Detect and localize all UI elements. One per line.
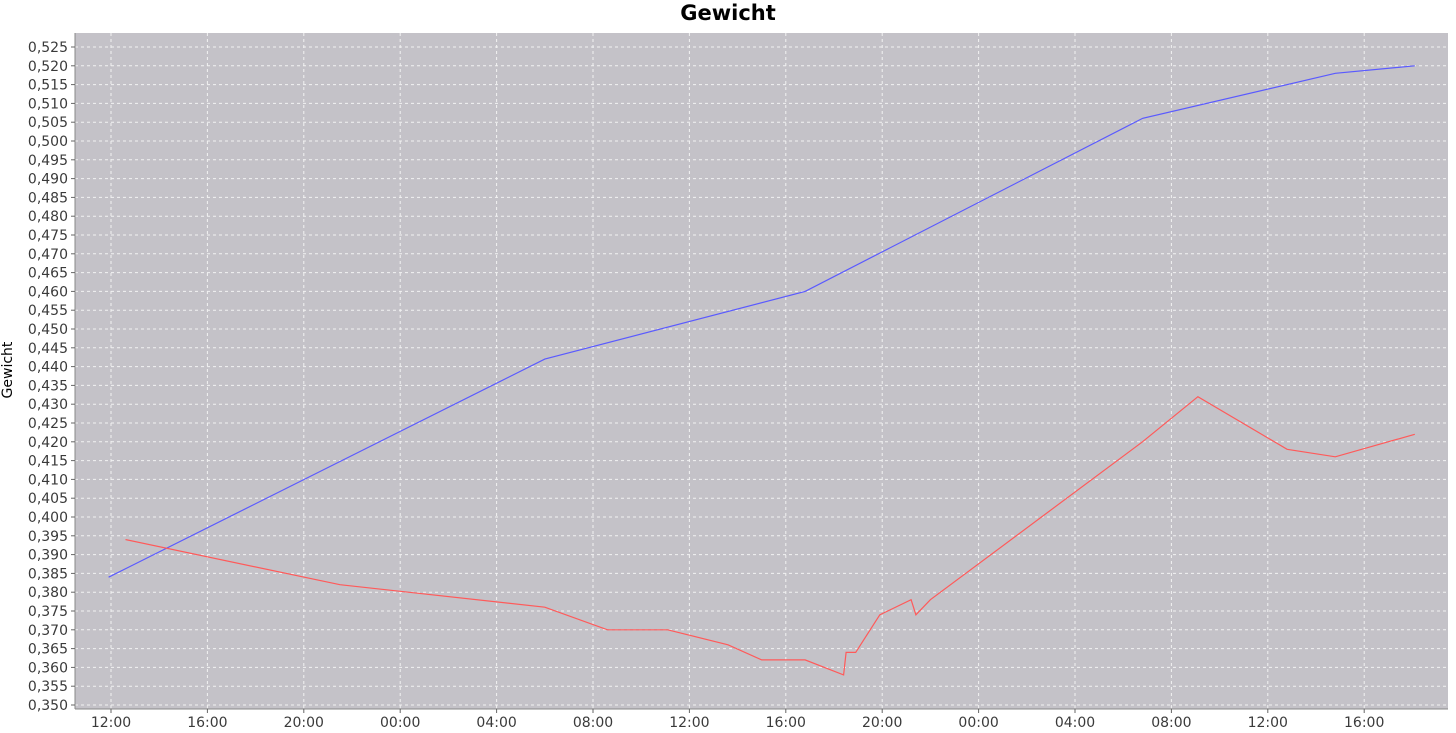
y-tick-label: 0,425 [28, 416, 68, 432]
y-tick-label: 0,435 [28, 378, 68, 394]
y-tick-label: 0,380 [28, 585, 68, 601]
y-tick-label: 0,475 [28, 228, 68, 244]
y-tick-label: 0,390 [28, 548, 68, 564]
y-tick-label: 0,365 [28, 642, 68, 658]
y-tick-label: 0,465 [28, 266, 68, 282]
y-tick-label: 0,445 [28, 341, 68, 357]
y-tick-label: 0,510 [28, 96, 68, 112]
y-tick-label: 0,430 [28, 397, 68, 413]
y-tick-label: 0,505 [28, 115, 68, 131]
y-tick-label: 0,360 [28, 660, 68, 676]
y-tick-label: 0,485 [28, 190, 68, 206]
x-tick-label: 08:00 [573, 715, 613, 731]
y-tick-label: 0,500 [28, 134, 68, 150]
x-tick-label: 04:00 [1055, 715, 1095, 731]
series-line-1 [108, 65, 1415, 578]
y-tick-label: 0,410 [28, 472, 68, 488]
y-tick-label: 0,350 [28, 698, 68, 714]
y-axis-ticks: 0,350 0,355 0,360 0,365 0,370 0,375 0,380 0,385… [28, 40, 75, 714]
chart-title: Gewicht [680, 1, 776, 25]
y-tick-label: 0,370 [28, 623, 68, 639]
y-tick-label: 0,355 [28, 679, 68, 695]
x-axis-ticks: 12:00 16:00 20:00 00:00 04:00 08:00 12:00 16:00… [91, 709, 1384, 731]
y-tick-label: 0,460 [28, 284, 68, 300]
y-tick-label: 0,375 [28, 604, 68, 620]
x-tick-label: 16:00 [766, 715, 806, 731]
y-tick-label: 0,450 [28, 322, 68, 338]
x-tick-label: 04:00 [476, 715, 516, 731]
y-tick-label: 0,455 [28, 303, 68, 319]
y-tick-label: 0,480 [28, 209, 68, 225]
x-tick-label: 12:00 [669, 715, 709, 731]
y-tick-label: 0,470 [28, 247, 68, 263]
x-tick-label: 16:00 [187, 715, 227, 731]
y-tick-label: 0,495 [28, 153, 68, 169]
x-tick-label: 12:00 [1248, 715, 1288, 731]
y-tick-label: 0,400 [28, 510, 68, 526]
x-tick-label: 00:00 [958, 715, 998, 731]
x-tick-label: 00:00 [380, 715, 420, 731]
series-line-2 [125, 395, 1415, 676]
x-tick-label: 20:00 [284, 715, 324, 731]
plot-area [75, 33, 1448, 709]
x-tick-label: 08:00 [1151, 715, 1191, 731]
y-tick-label: 0,395 [28, 529, 68, 545]
y-tick-label: 0,385 [28, 566, 68, 582]
y-tick-label: 0,420 [28, 435, 68, 451]
y-tick-label: 0,515 [28, 78, 68, 94]
x-tick-label: 12:00 [91, 715, 131, 731]
y-tick-label: 0,440 [28, 360, 68, 376]
y-tick-label: 0,405 [28, 491, 68, 507]
y-tick-label: 0,415 [28, 454, 68, 470]
series-lines [108, 65, 1415, 676]
y-tick-label: 0,490 [28, 172, 68, 188]
y-tick-label: 0,520 [28, 59, 68, 75]
y-tick-label: 0,525 [28, 40, 68, 56]
y-axis-label: Gewicht [0, 341, 16, 398]
x-tick-label: 20:00 [862, 715, 902, 731]
x-tick-label: 16:00 [1344, 715, 1384, 731]
